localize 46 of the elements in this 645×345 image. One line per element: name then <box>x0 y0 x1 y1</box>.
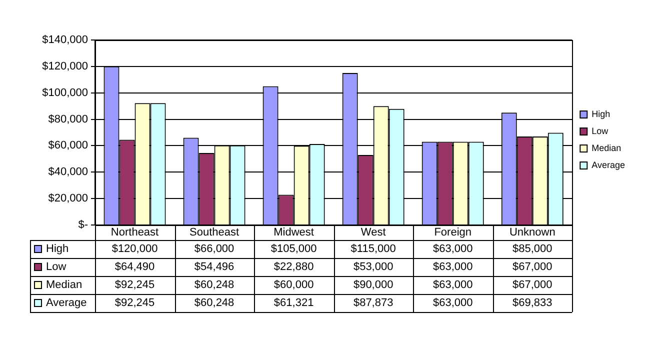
x-tick-label: Unknown <box>509 226 556 239</box>
legend-label: Average <box>592 160 625 170</box>
data-label: $69,833 <box>512 297 552 310</box>
data-label: $90,000 <box>353 279 394 292</box>
y-tick-label: $100,000 <box>42 86 88 99</box>
data-label: $53,000 <box>353 261 394 274</box>
data-label: $67,000 <box>512 261 552 274</box>
x-tick-label: West <box>360 226 386 239</box>
y-tick-label: $60,000 <box>48 140 88 152</box>
legend-label: Median <box>592 142 622 153</box>
data-label: $54,496 <box>194 261 234 274</box>
text: Average <box>46 297 87 310</box>
legend-label: High <box>46 243 69 256</box>
y-tick-label: $140,000 <box>42 34 88 46</box>
x-tick-label: Northeast <box>110 226 159 239</box>
x-tick-label: Southeast <box>190 226 240 239</box>
data-label: $64,490 <box>114 261 155 274</box>
x-tick-label: Midwest <box>274 226 314 239</box>
data-label: $22,880 <box>274 261 314 274</box>
data-label: $87,873 <box>353 297 394 310</box>
y-tick-label: $40,000 <box>48 166 88 178</box>
data-label: $115,000 <box>350 243 396 256</box>
text: High <box>592 108 610 119</box>
data-label: $105,000 <box>270 243 317 256</box>
data-label: $120,000 <box>112 243 158 256</box>
y-tick-label: $80,000 <box>48 113 88 126</box>
data-label: $67,000 <box>512 279 552 292</box>
data-label: $63,000 <box>432 297 473 310</box>
data-label: $63,000 <box>432 243 473 256</box>
data-label: $92,245 <box>114 297 155 310</box>
y-tick-label: $20,000 <box>48 192 88 205</box>
data-label: $85,000 <box>512 243 552 256</box>
y-tick-label: $120,000 <box>42 60 88 72</box>
data-label: $60,000 <box>274 279 314 292</box>
data-label: $60,248 <box>194 279 234 292</box>
data-label: $92,245 <box>114 279 155 292</box>
text: Low <box>46 261 66 274</box>
legend-label: Low <box>592 126 609 136</box>
data-label: $63,000 <box>432 279 473 292</box>
data-label: $63,000 <box>432 261 473 274</box>
y-tick-label: $- <box>78 219 88 232</box>
x-tick-label: Foreign <box>434 226 472 239</box>
data-label: $60,248 <box>194 297 234 310</box>
data-label: $61,321 <box>274 297 314 310</box>
text: Median <box>46 279 82 292</box>
data-label: $66,000 <box>194 243 234 256</box>
